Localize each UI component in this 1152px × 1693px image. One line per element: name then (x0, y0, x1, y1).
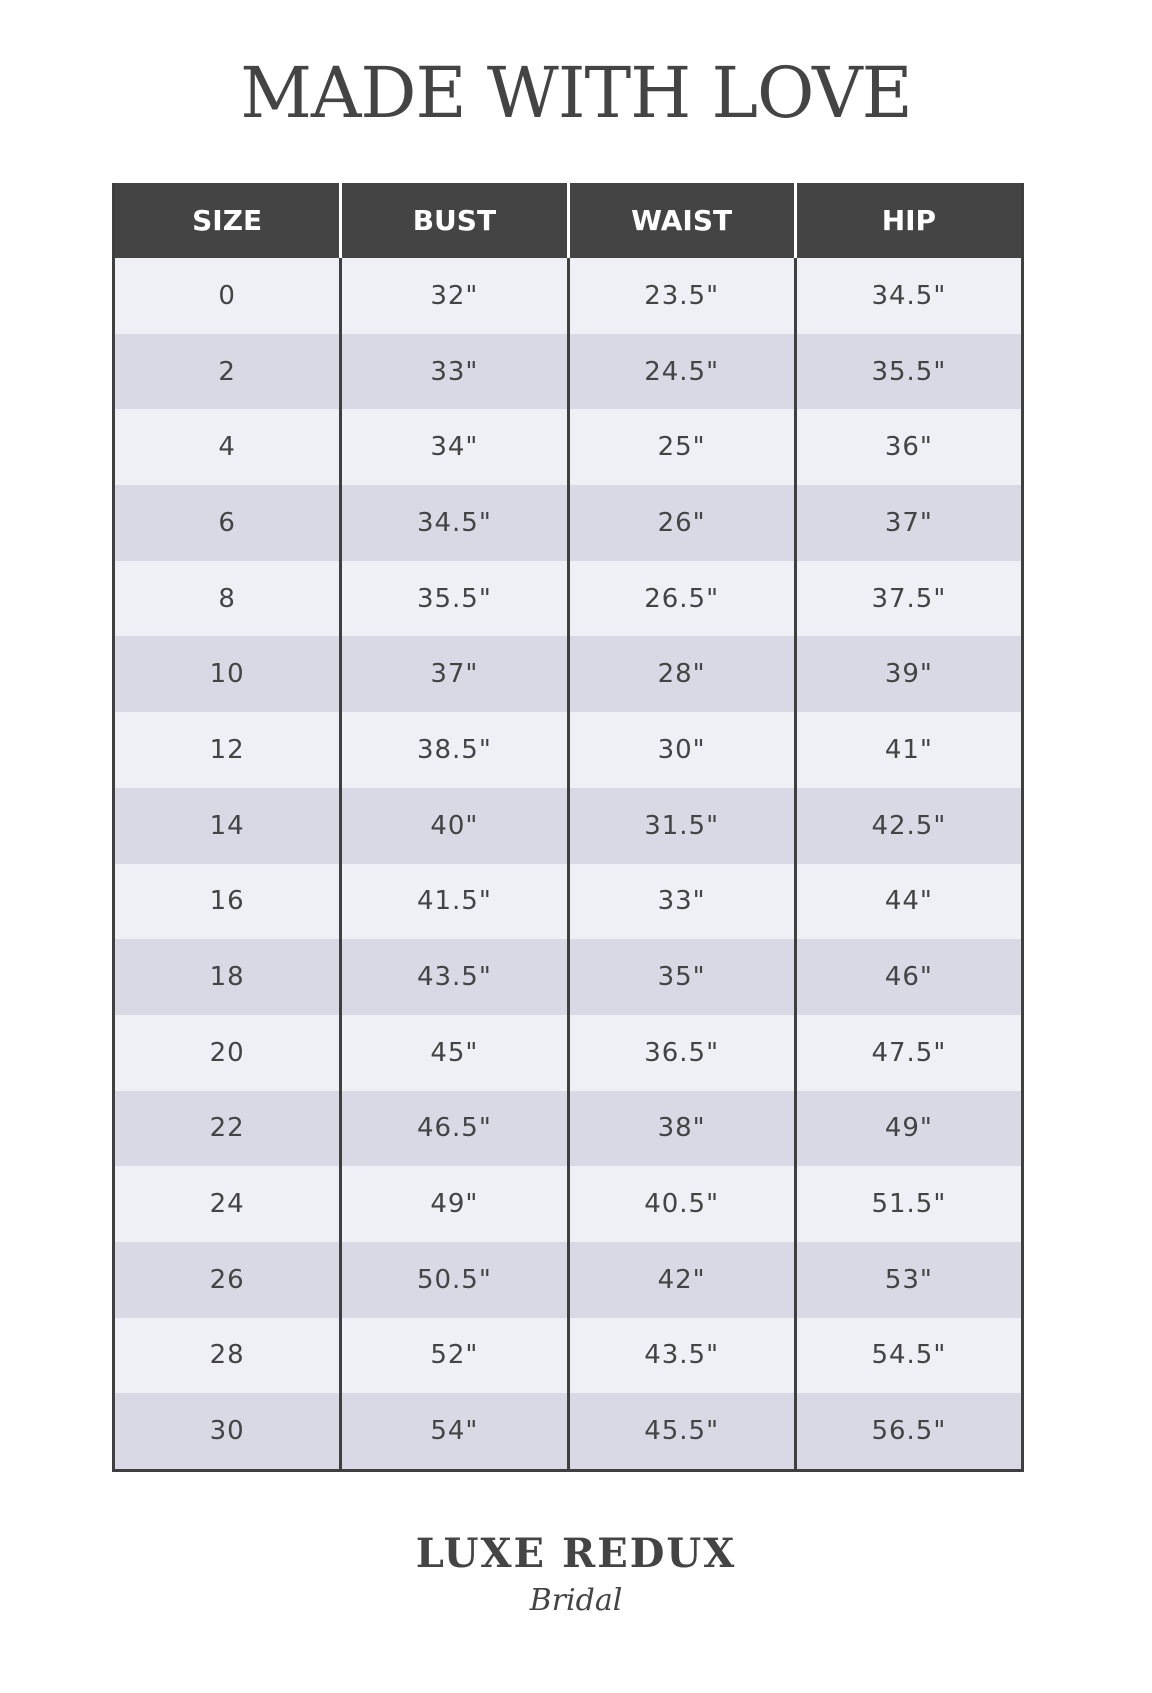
cell-waist: 26" (570, 485, 797, 561)
cell-bust: 52" (342, 1317, 570, 1394)
cell-hip: 37.5" (871, 583, 947, 614)
cell-waist: 24.5" (570, 333, 797, 410)
header-bust: BUST (342, 183, 570, 258)
cell-size: 26 (115, 1241, 343, 1318)
cell-hip: 35.5" (871, 356, 947, 387)
cell-bust: 35.5" (342, 560, 570, 637)
cell-size: 2 (115, 333, 343, 410)
table-row: 30 54" 45.5" 56.5" (115, 1393, 1021, 1469)
cell-waist: 42" (570, 1241, 797, 1318)
table-row: 26 50.5" 42" 53" (115, 1241, 1021, 1318)
cell-hip: 47.5" (871, 1037, 947, 1068)
cell-waist: 28" (570, 636, 797, 713)
page-title: MADE WITH LOVE (240, 52, 913, 134)
logo-sub: Bridal (529, 1583, 623, 1618)
logo-main: LUXE REDUX (415, 1530, 737, 1577)
cell-size: 8 (115, 560, 343, 637)
table-row: 2 33" 24.5" 35.5" (115, 333, 1021, 410)
size-chart-table: SIZE BUST WAIST HIP 0 32" 23.5" 34.5" 2 33" 24… (112, 183, 1024, 1472)
cell-bust: 32" (342, 258, 570, 334)
cell-waist: 38" (570, 1090, 797, 1167)
cell-bust: 45" (342, 1014, 570, 1091)
cell-bust: 38.5" (342, 712, 570, 788)
cell-bust: 34.5" (342, 485, 570, 561)
table-row: 6 34.5" 26" 37" (115, 485, 1021, 561)
table-row: 18 43.5" 35" 46" (115, 939, 1021, 1015)
cell-hip: 39" (884, 659, 933, 690)
cell-size: 6 (115, 485, 343, 561)
cell-size: 18 (115, 939, 343, 1015)
cell-size: 16 (115, 863, 343, 940)
table-row: 8 35.5" 26.5" 37.5" (115, 560, 1021, 637)
cell-size: 28 (115, 1317, 343, 1394)
cell-waist: 40.5" (570, 1166, 797, 1242)
cell-size: 14 (115, 787, 343, 864)
cell-waist: 43.5" (570, 1317, 797, 1394)
cell-hip: 51.5" (871, 1189, 947, 1220)
table-row: 14 40" 31.5" 42.5" (115, 787, 1021, 864)
cell-hip: 49" (884, 1113, 933, 1144)
cell-bust: 37" (342, 636, 570, 713)
cell-waist: 36.5" (570, 1014, 797, 1091)
table-row: 20 45" 36.5" 47.5" (115, 1014, 1021, 1091)
cell-hip: 37" (884, 507, 933, 538)
brand-logo: LUXE REDUX Bridal (0, 1530, 1152, 1620)
cell-size: 12 (115, 712, 343, 788)
cell-size: 20 (115, 1014, 343, 1091)
table-row: 16 41.5" 33" 44" (115, 863, 1021, 940)
table-row: 12 38.5" 30" 41" (115, 712, 1021, 788)
cell-bust: 54" (342, 1393, 570, 1469)
cell-size: 22 (115, 1090, 343, 1167)
table-row: 0 32" 23.5" 34.5" (115, 258, 1021, 334)
cell-bust: 50.5" (342, 1241, 570, 1318)
header-size: SIZE (115, 183, 343, 258)
table-row: 24 49" 40.5" 51.5" (115, 1166, 1021, 1242)
cell-hip: 44" (884, 886, 933, 917)
table-header: SIZE BUST WAIST HIP (115, 183, 1021, 258)
table-row: 22 46.5" 38" 49" (115, 1090, 1021, 1167)
cell-hip: 36" (884, 432, 933, 463)
cell-waist: 26.5" (570, 560, 797, 637)
cell-bust: 41.5" (342, 863, 570, 940)
cell-size: 0 (115, 258, 343, 334)
cell-bust: 33" (342, 333, 570, 410)
cell-bust: 46.5" (342, 1090, 570, 1167)
cell-size: 4 (115, 409, 343, 486)
cell-waist: 31.5" (570, 787, 797, 864)
cell-waist: 45.5" (570, 1393, 797, 1469)
table-row: 4 34" 25" 36" (115, 409, 1021, 486)
cell-hip: 54.5" (871, 1340, 947, 1371)
cell-bust: 34" (342, 409, 570, 486)
cell-waist: 33" (570, 863, 797, 940)
cell-waist: 25" (570, 409, 797, 486)
table-row: 28 52" 43.5" 54.5" (115, 1317, 1021, 1394)
cell-waist: 35" (570, 939, 797, 1015)
cell-hip: 41" (884, 734, 933, 765)
cell-bust: 43.5" (342, 939, 570, 1015)
cell-hip: 42.5" (871, 810, 947, 841)
header-hip: HIP (881, 204, 937, 237)
cell-hip: 56.5" (871, 1416, 947, 1447)
cell-size: 30 (115, 1393, 343, 1469)
table-body: 0 32" 23.5" 34.5" 2 33" 24.5" 35.5" 4 34" 25" 36" 6 3… (115, 258, 1021, 1469)
cell-waist: 23.5" (570, 258, 797, 334)
cell-size: 24 (115, 1166, 343, 1242)
table-row: 10 37" 28" 39" (115, 636, 1021, 713)
cell-hip: 46" (884, 962, 933, 993)
cell-bust: 49" (342, 1166, 570, 1242)
cell-size: 10 (115, 636, 343, 713)
cell-hip: 34.5" (871, 280, 947, 311)
cell-waist: 30" (570, 712, 797, 788)
cell-bust: 40" (342, 787, 570, 864)
cell-hip: 53" (884, 1264, 933, 1295)
header-waist: WAIST (570, 183, 797, 258)
